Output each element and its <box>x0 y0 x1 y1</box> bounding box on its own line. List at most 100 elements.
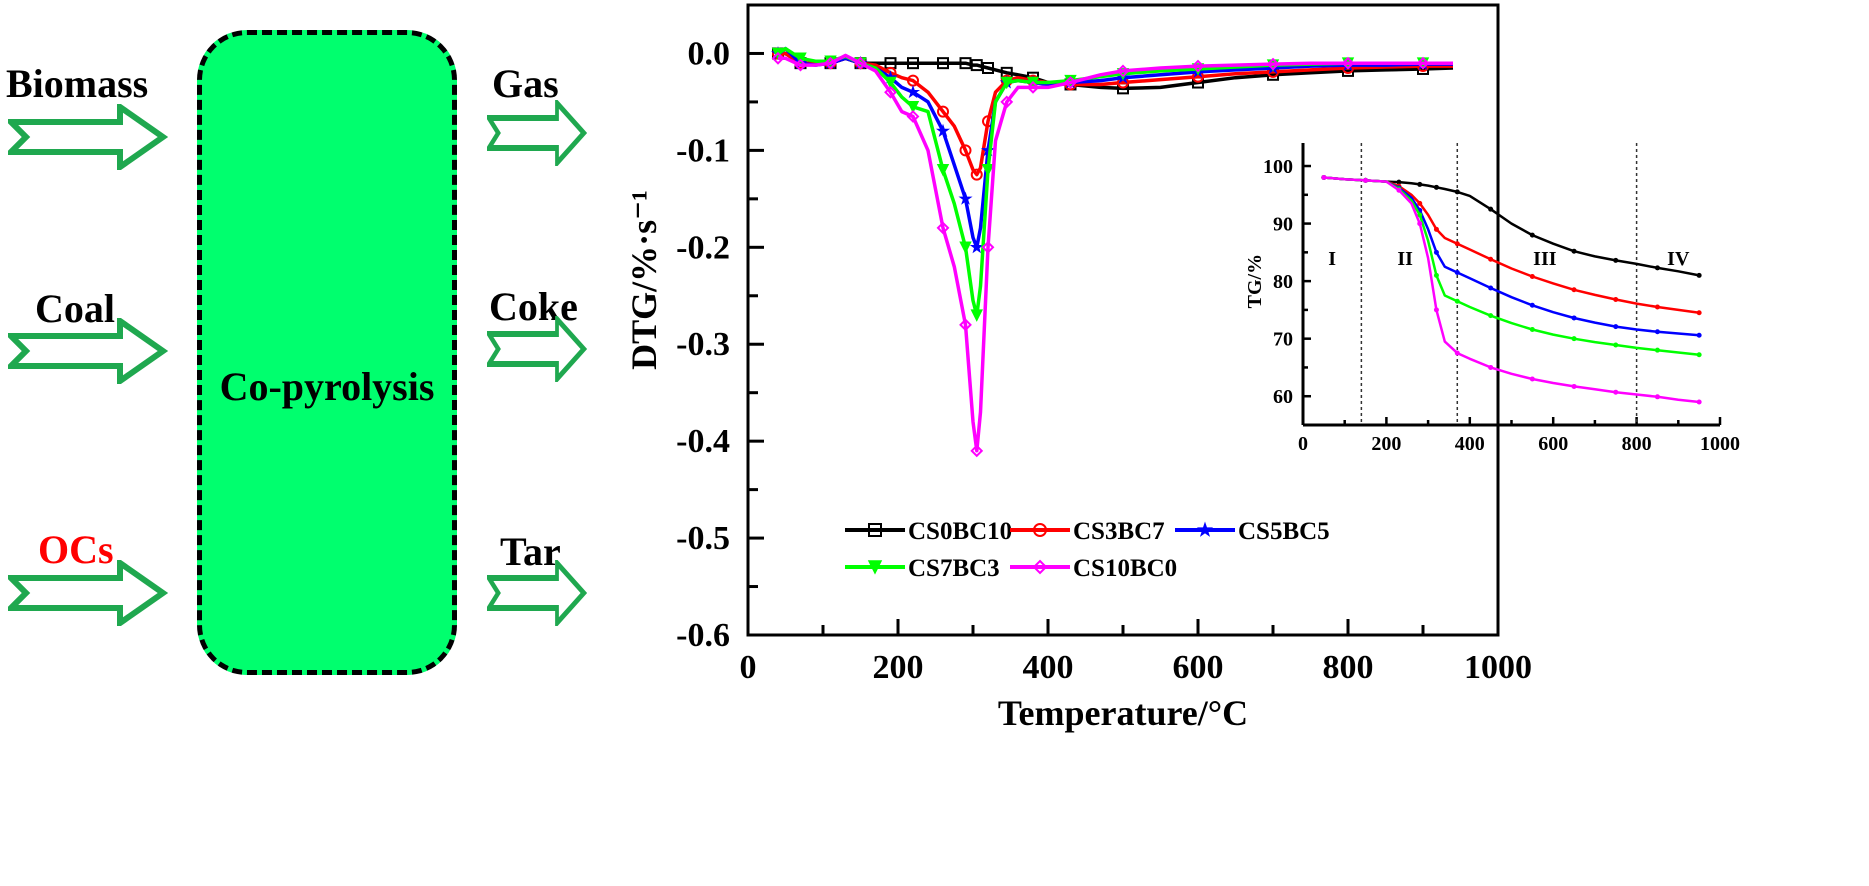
data-point <box>854 56 867 70</box>
y-tick-label: -0.1 <box>676 132 730 169</box>
inset-data-point <box>1696 399 1702 405</box>
inset-series-line <box>1323 176 1700 404</box>
data-point <box>981 164 995 177</box>
data-point <box>1026 80 1040 94</box>
data-point <box>1341 56 1355 70</box>
data-point <box>1000 95 1014 109</box>
series-CS5BC5 <box>771 46 1453 254</box>
process-diagram: Biomass Coal OCs Co-pyrolysis Gas Coke T… <box>0 0 620 886</box>
data-point <box>1266 57 1280 71</box>
inset-data-point <box>1696 352 1702 358</box>
co-pyrolysis-box: Co-pyrolysis <box>197 30 457 675</box>
x-tick-label: 600 <box>1173 649 1224 686</box>
x-tick-label: 800 <box>1323 649 1374 686</box>
inset-data-point <box>1654 304 1660 310</box>
stage-label: II <box>1397 248 1413 270</box>
inset-x-tick-label: 0 <box>1298 433 1308 455</box>
inset-y-tick-label: 100 <box>1263 156 1293 178</box>
inset-x-tick-label: 800 <box>1622 433 1652 455</box>
legend-label: CS3BC7 <box>1073 518 1165 545</box>
input-label-coal: Coal <box>35 286 115 331</box>
inset-data-point <box>1488 256 1494 262</box>
inset-data-point <box>1321 175 1327 181</box>
inset-data-point <box>1571 315 1577 321</box>
legend-entry-CS7BC3: CS7BC3 <box>845 555 1000 582</box>
inset-data-point <box>1529 302 1535 308</box>
inset-data-point <box>1529 232 1535 238</box>
inset-data-point <box>1396 187 1402 193</box>
data-point <box>905 84 921 99</box>
inset-data-point <box>1571 287 1577 293</box>
series-line <box>778 53 1453 453</box>
input-arrow-biomass-icon <box>8 104 168 170</box>
data-point <box>1064 76 1077 89</box>
output-arrow-tar-icon <box>487 560 587 626</box>
inset-data-point <box>1433 184 1439 190</box>
output-label-coke: Coke <box>489 284 578 329</box>
inset-x-tick-label: 400 <box>1455 433 1485 455</box>
data-point <box>936 221 950 235</box>
legend-entry-CS10BC0: CS10BC0 <box>1010 555 1177 582</box>
output-label-tar: Tar <box>500 529 561 574</box>
inset-data-point <box>1363 177 1369 183</box>
series-CS10BC0 <box>771 51 1453 458</box>
inset-data-point <box>1571 248 1577 254</box>
inset-series-CS0BC10 <box>1321 175 1702 278</box>
input-arrow-coal-icon <box>8 318 168 384</box>
legend-label: CS7BC3 <box>908 555 1000 582</box>
data-point <box>1416 56 1430 70</box>
inset-data-point <box>1417 221 1423 227</box>
data-point <box>970 168 983 181</box>
inset-data-point <box>1529 274 1535 280</box>
inset-x-tick-label: 1000 <box>1700 433 1740 455</box>
inset-data-point <box>1488 313 1494 319</box>
data-point <box>937 105 949 118</box>
data-point <box>982 62 994 74</box>
data-point <box>906 101 920 114</box>
input-label-biomass: Biomass <box>6 61 149 106</box>
output-arrow-coke-icon <box>487 316 587 382</box>
inset-data-point <box>1613 257 1619 263</box>
x-tick-label: 400 <box>1023 649 1074 686</box>
data-point <box>907 57 919 70</box>
inset-series-CS10BC0 <box>1321 175 1702 405</box>
legend-marker <box>867 560 883 575</box>
inset-series-line <box>1323 176 1700 277</box>
inset-y-tick-label: 80 <box>1273 271 1293 293</box>
output-arrow-gas-icon <box>487 100 587 166</box>
stage-label: III <box>1533 248 1557 270</box>
data-point <box>959 144 972 157</box>
data-point <box>981 240 995 254</box>
inset-series-CS5BC5 <box>1321 175 1702 338</box>
inset-data-point <box>1454 269 1460 275</box>
inset-data-point <box>1613 342 1619 348</box>
legend: CS0BC10 CS3BC7 CS5BC5 CS7BC3 CS10BC0 <box>845 518 1330 582</box>
data-point <box>1116 64 1130 78</box>
data-point <box>935 123 951 137</box>
data-point <box>824 56 837 70</box>
inset-y-tick-label: 90 <box>1273 214 1293 236</box>
stage-label: IV <box>1667 248 1690 270</box>
data-point <box>959 57 972 70</box>
data-point <box>959 318 972 332</box>
stage-label: I <box>1328 248 1336 270</box>
inset-series-line <box>1323 176 1700 315</box>
inset-data-point <box>1417 200 1423 206</box>
inset-x-tick-label: 200 <box>1371 433 1401 455</box>
legend-entry-CS5BC5: CS5BC5 <box>1175 518 1330 545</box>
inset-series-CS3BC7 <box>1321 175 1702 316</box>
inset-data-point <box>1613 324 1619 330</box>
legend-label: CS5BC5 <box>1238 518 1330 545</box>
inset-data-point <box>1454 298 1460 304</box>
inset-data-point <box>1417 212 1423 218</box>
inset-data-point <box>1529 326 1535 332</box>
x-tick-label: 1000 <box>1464 649 1532 686</box>
inset-data-point <box>1613 389 1619 395</box>
data-point <box>884 85 897 99</box>
data-point <box>959 241 972 254</box>
inset-y-tick-label: 60 <box>1273 386 1293 408</box>
inset-data-point <box>1454 189 1460 195</box>
inset-data-point <box>1654 394 1660 400</box>
inset-data-point <box>1454 350 1460 356</box>
